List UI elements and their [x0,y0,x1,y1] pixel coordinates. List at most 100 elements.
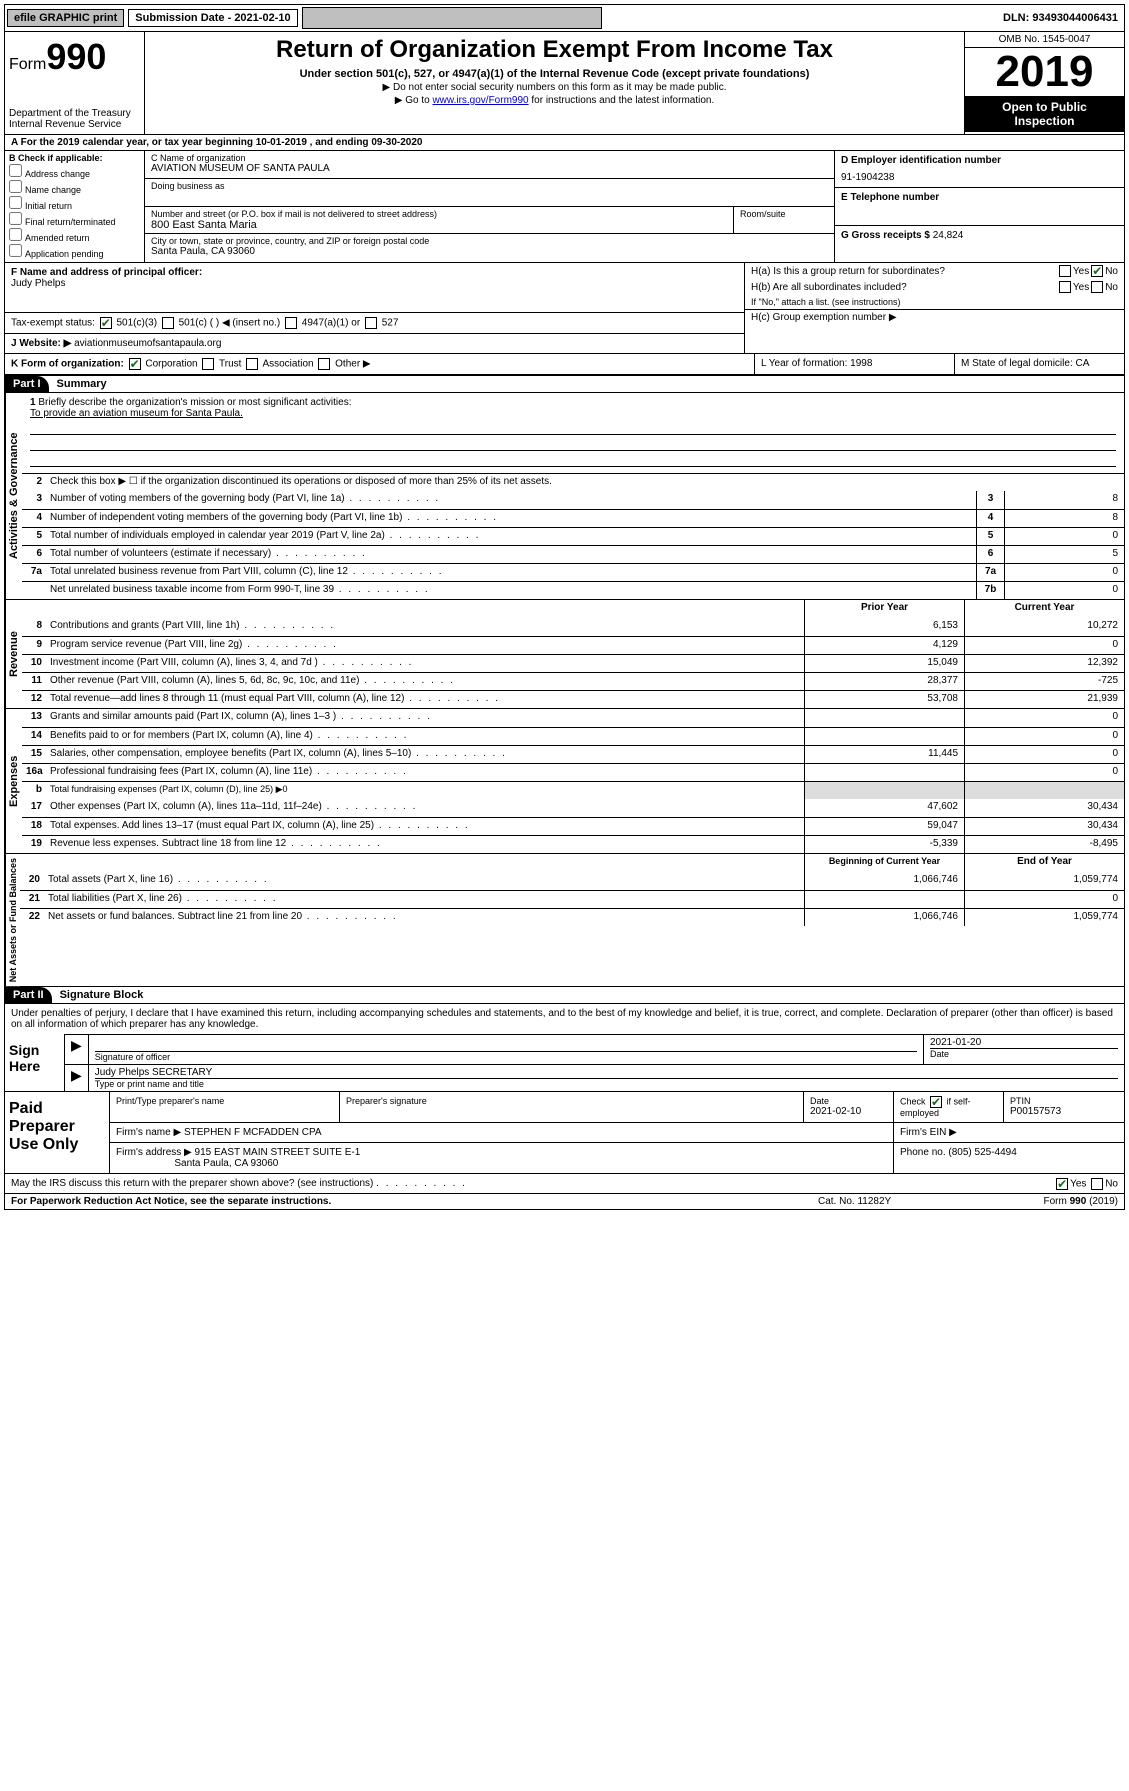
mission-text: To provide an aviation museum for Santa … [30,408,243,419]
line-value: 8 [1004,510,1124,527]
current-value: 0 [964,891,1124,908]
city-state-zip: Santa Paula, CA 93060 [151,246,828,257]
firm-name: STEPHEN F MCFADDEN CPA [184,1127,322,1138]
dba-label: Doing business as [151,181,828,191]
ssn-note: ▶ Do not enter social security numbers o… [149,82,960,93]
row-m: M State of legal domicile: CA [954,354,1124,374]
phone-label: E Telephone number [841,192,939,203]
firm-phone: (805) 525-4494 [948,1147,1016,1158]
line-num: 15 [22,746,46,763]
line-desc: Net unrelated business taxable income fr… [46,582,976,599]
prior-value: 11,445 [804,746,964,763]
cb-assoc[interactable] [246,358,258,370]
cb-name-change[interactable]: Name change [9,180,140,195]
current-value: 30,434 [964,818,1124,835]
line-desc: Revenue less expenses. Subtract line 18 … [46,836,804,853]
prior-value: 53,708 [804,691,964,708]
line-num: 21 [20,891,44,908]
discuss-yes[interactable] [1056,1178,1068,1190]
prior-value [804,891,964,908]
current-value: -725 [964,673,1124,690]
city-label: City or town, state or province, country… [151,236,828,246]
current-value: 12,392 [964,655,1124,672]
line-desc: Contributions and grants (Part VIII, lin… [46,618,804,636]
tab-netassets: Net Assets or Fund Balances [5,854,20,986]
irs-label: Internal Revenue Service [9,119,140,130]
cb-final-return[interactable]: Final return/terminated [9,212,140,227]
line-num: 19 [22,836,46,853]
officer-name-title: Judy Phelps SECRETARY [95,1067,1118,1078]
omb-number: OMB No. 1545-0047 [965,32,1124,48]
cb-4947[interactable] [285,317,297,329]
line-box: 3 [976,491,1004,509]
cb-527[interactable] [365,317,377,329]
room-label: Room/suite [734,207,834,233]
prior-value: 15,049 [804,655,964,672]
cb-trust[interactable] [202,358,214,370]
discuss-no[interactable] [1091,1178,1103,1190]
current-value: 30,434 [964,799,1124,817]
line-desc: Other expenses (Part IX, column (A), lin… [46,799,804,817]
cb-other[interactable] [318,358,330,370]
arrow-icon: ▶ [65,1065,89,1091]
line-num: 8 [22,618,46,636]
hb-no[interactable] [1091,281,1103,293]
sig-date: 2021-01-20 [930,1037,1118,1048]
line-desc: Net assets or fund balances. Subtract li… [44,909,804,926]
cb-app-pending[interactable]: Application pending [9,244,140,259]
line-num: 16a [22,764,46,781]
line-num: 4 [22,510,46,527]
current-value: 0 [964,746,1124,763]
tab-revenue: Revenue [5,600,22,708]
current-value: 0 [964,728,1124,745]
prior-value: 59,047 [804,818,964,835]
blank-cell [964,782,1124,799]
cb-corp[interactable] [129,358,141,370]
tax-status-label: Tax-exempt status: [11,318,95,329]
current-value: -8,495 [964,836,1124,853]
line-desc: Total revenue—add lines 8 through 11 (mu… [46,691,804,708]
cb-501c[interactable] [162,317,174,329]
sig-officer-label: Signature of officer [95,1051,917,1062]
line-desc: Total assets (Part X, line 16) [44,872,804,890]
ein-value: 91-1904238 [841,172,1118,183]
firm-addr-label: Firm's address ▶ [116,1147,192,1158]
line-num: 11 [22,673,46,690]
line-num: 5 [22,528,46,545]
line-num: 13 [22,709,46,727]
line2: Check this box ▶ ☐ if the organization d… [46,474,1124,491]
preparer-date: 2021-02-10 [810,1106,887,1117]
line-num: 12 [22,691,46,708]
hb-yes[interactable] [1059,281,1071,293]
cb-initial-return[interactable]: Initial return [9,196,140,211]
perjury-declaration: Under penalties of perjury, I declare th… [5,1004,1124,1034]
prior-value [804,709,964,727]
cb-501c3[interactable] [100,317,112,329]
line-num: 14 [22,728,46,745]
ptin-label: PTIN [1010,1096,1118,1106]
form-subtitle: Under section 501(c), 527, or 4947(a)(1)… [149,68,960,80]
line-desc: Total number of volunteers (estimate if … [46,546,976,563]
form-title: Return of Organization Exempt From Incom… [149,36,960,64]
ha-no[interactable] [1091,265,1103,277]
ha-yes[interactable] [1059,265,1071,277]
instructions-link[interactable]: www.irs.gov/Form990 [432,95,528,106]
line-num: 9 [22,637,46,654]
line-box: 7b [976,582,1004,599]
efile-print-button[interactable]: efile GRAPHIC print [7,9,124,27]
cb-self-employed[interactable] [930,1096,942,1108]
current-value: 1,059,774 [964,872,1124,890]
cb-address-change[interactable]: Address change [9,164,140,179]
current-value: 0 [964,637,1124,654]
mission-line [30,421,1116,435]
row-l: L Year of formation: 1998 [754,354,954,374]
preparer-date-label: Date [810,1096,887,1106]
prior-value: 4,129 [804,637,964,654]
cb-amended[interactable]: Amended return [9,228,140,243]
line-desc: Other revenue (Part VIII, column (A), li… [46,673,804,690]
hc-label: H(c) Group exemption number ▶ [745,309,1124,325]
line-desc: Total expenses. Add lines 13–17 (must eq… [46,818,804,835]
blank-cell [804,782,964,799]
tax-year: 2019 [965,48,1124,96]
dln: DLN: 93493044006431 [997,10,1124,26]
